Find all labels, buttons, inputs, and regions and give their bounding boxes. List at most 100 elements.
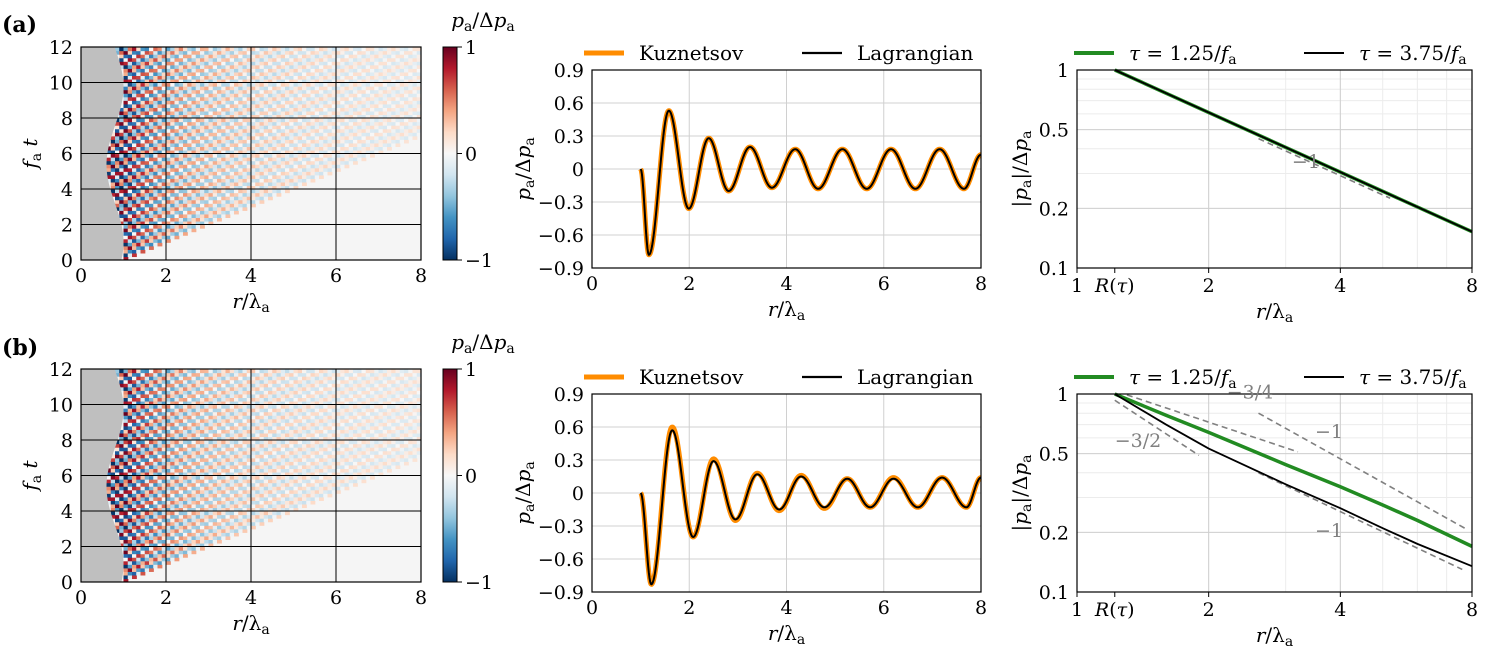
heatmap-cell xyxy=(280,139,286,144)
heatmap-cell xyxy=(217,511,222,516)
heatmap-cell xyxy=(293,436,299,441)
heatmap-cell xyxy=(310,468,316,473)
heatmap-cell xyxy=(174,47,180,52)
heatmap-cell xyxy=(289,125,295,130)
heatmap-cell xyxy=(187,220,193,226)
heatmap-cell xyxy=(391,96,397,101)
heatmap-cell xyxy=(161,82,167,87)
heatmap-cell xyxy=(268,75,273,80)
heatmap-cell xyxy=(293,61,299,66)
heatmap-cell xyxy=(387,128,392,133)
heatmap-cell xyxy=(136,235,142,240)
heatmap-cell xyxy=(166,142,171,147)
heatmap-cell xyxy=(119,128,125,133)
heatmap-cell xyxy=(255,432,261,438)
heatmap-cell xyxy=(229,479,235,484)
heatmap-cell xyxy=(217,525,222,530)
heatmap-cell xyxy=(166,135,171,140)
heatmap-cell xyxy=(238,125,244,130)
heatmap-cell xyxy=(246,189,252,194)
heatmap-cell xyxy=(259,68,265,73)
heatmap-cell xyxy=(170,489,176,494)
heatmap-cell xyxy=(357,96,363,101)
heatmap-cell xyxy=(221,171,227,176)
heatmap-cell xyxy=(195,149,201,155)
heatmap-cell xyxy=(255,185,261,190)
heatmap-cell xyxy=(238,192,244,197)
heatmap-cell xyxy=(225,135,231,140)
heatmap-cell xyxy=(217,157,222,162)
heatmap-cell xyxy=(276,75,282,80)
heatmap-cell xyxy=(238,57,244,62)
heatmap-cell xyxy=(255,100,261,105)
heatmap-cell xyxy=(212,100,218,105)
heatmap-cell xyxy=(144,75,150,80)
heatmap-cell xyxy=(204,532,210,537)
heatmap-cell xyxy=(357,461,363,466)
heatmap-cell xyxy=(200,181,205,187)
heatmap-cell xyxy=(144,196,150,201)
heatmap-cell xyxy=(387,139,392,144)
heatmap-cell xyxy=(319,47,324,52)
heatmap-cell xyxy=(255,82,261,87)
heatmap-cell xyxy=(149,82,154,87)
heatmap-cell xyxy=(246,457,252,462)
heatmap-cell xyxy=(123,546,129,551)
heatmap-cell xyxy=(212,539,218,544)
heatmap-cell xyxy=(153,68,159,73)
heatmap-cell xyxy=(115,196,120,201)
heatmap-cell xyxy=(166,539,171,544)
heatmap-cell xyxy=(280,142,286,147)
heatmap-cell xyxy=(255,178,261,183)
heatmap-cell xyxy=(293,100,299,105)
heatmap-cell xyxy=(217,103,222,108)
heatmap-cell xyxy=(229,450,235,455)
heatmap-cell xyxy=(217,50,222,55)
heatmap-cell xyxy=(157,89,163,94)
heatmap-cell xyxy=(404,454,409,459)
heatmap-cell xyxy=(191,220,197,226)
heatmap-cell xyxy=(178,514,184,519)
heatmap-cell xyxy=(395,440,401,445)
heatmap-cell xyxy=(123,493,129,498)
heatmap-cell xyxy=(161,503,167,509)
heatmap-cell xyxy=(238,86,244,91)
heatmap-cell xyxy=(357,75,363,80)
heatmap-cell xyxy=(123,174,129,179)
heatmap-cell xyxy=(272,142,278,147)
heatmap-cell xyxy=(208,521,214,526)
heatmap-cell xyxy=(412,54,418,59)
heatmap-cell xyxy=(110,461,116,466)
heatmap-cell xyxy=(280,160,286,165)
heatmap-cell xyxy=(208,503,214,509)
heatmap-cell xyxy=(191,171,197,176)
heatmap-cell xyxy=(319,142,324,147)
heatmap-cell xyxy=(178,181,184,187)
heatmap-cell xyxy=(191,500,197,505)
heatmap-cell xyxy=(136,157,142,162)
heatmap-cell xyxy=(208,78,214,84)
heatmap-cell xyxy=(187,206,193,211)
heatmap-cell xyxy=(144,128,150,133)
heatmap-cell xyxy=(187,167,193,172)
heatmap-cell xyxy=(238,479,244,484)
heatmap-cell xyxy=(208,532,214,537)
heatmap-cell xyxy=(357,118,363,123)
heatmap-cell xyxy=(302,50,307,55)
heatmap-cell xyxy=(161,178,167,183)
heatmap-cell xyxy=(174,542,180,548)
heatmap-cell xyxy=(251,464,256,469)
heatmap-cell xyxy=(255,139,261,144)
heatmap-cell xyxy=(170,118,176,123)
heatmap-cell xyxy=(153,82,159,87)
heatmap-cell xyxy=(251,461,256,466)
heatmap-cell xyxy=(263,167,269,172)
heatmap-cell xyxy=(119,157,125,162)
heatmap-cell xyxy=(115,479,120,484)
heatmap-cell xyxy=(302,471,307,477)
heatmap-cell xyxy=(136,203,142,208)
heatmap-cell xyxy=(272,78,278,84)
heatmap-cell xyxy=(229,47,235,52)
heatmap-cell xyxy=(314,93,320,98)
heatmap-cell xyxy=(157,203,163,208)
